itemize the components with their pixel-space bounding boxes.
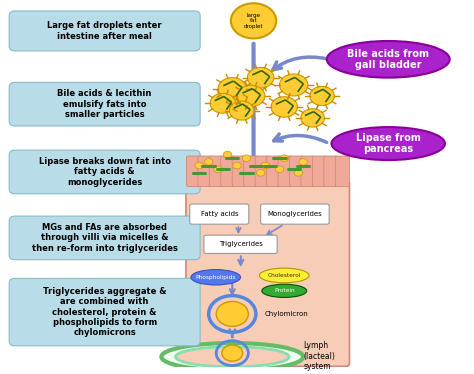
FancyBboxPatch shape bbox=[335, 156, 349, 186]
Text: Protein: Protein bbox=[274, 288, 294, 293]
Circle shape bbox=[223, 151, 232, 158]
FancyBboxPatch shape bbox=[221, 156, 235, 186]
FancyBboxPatch shape bbox=[255, 156, 269, 186]
Text: Large fat droplets enter
intestine after meal: Large fat droplets enter intestine after… bbox=[47, 21, 162, 41]
Circle shape bbox=[195, 162, 203, 169]
FancyBboxPatch shape bbox=[190, 204, 249, 224]
Circle shape bbox=[271, 96, 298, 117]
Circle shape bbox=[242, 155, 251, 162]
FancyBboxPatch shape bbox=[186, 181, 349, 366]
Circle shape bbox=[237, 85, 265, 107]
Circle shape bbox=[222, 345, 243, 361]
Ellipse shape bbox=[327, 41, 450, 78]
FancyBboxPatch shape bbox=[232, 156, 246, 186]
Circle shape bbox=[256, 169, 265, 176]
Ellipse shape bbox=[331, 127, 445, 160]
Circle shape bbox=[275, 166, 284, 172]
FancyBboxPatch shape bbox=[266, 156, 281, 186]
Circle shape bbox=[247, 67, 274, 88]
FancyBboxPatch shape bbox=[9, 216, 200, 260]
Circle shape bbox=[204, 159, 213, 165]
Circle shape bbox=[231, 3, 276, 39]
Text: Lymph
(lacteal)
system: Lymph (lacteal) system bbox=[303, 341, 335, 371]
FancyBboxPatch shape bbox=[186, 156, 201, 186]
Circle shape bbox=[310, 86, 334, 105]
Circle shape bbox=[214, 166, 222, 172]
FancyBboxPatch shape bbox=[261, 204, 329, 224]
Text: Bile acids from
gall bladder: Bile acids from gall bladder bbox=[347, 49, 429, 70]
FancyBboxPatch shape bbox=[290, 156, 304, 186]
FancyBboxPatch shape bbox=[312, 156, 327, 186]
Ellipse shape bbox=[191, 270, 240, 285]
FancyBboxPatch shape bbox=[9, 278, 200, 346]
Circle shape bbox=[233, 162, 241, 169]
Circle shape bbox=[280, 155, 289, 162]
Text: Cholesterol: Cholesterol bbox=[268, 273, 301, 278]
FancyBboxPatch shape bbox=[9, 82, 200, 126]
Ellipse shape bbox=[161, 343, 303, 371]
Text: Phospholipids: Phospholipids bbox=[195, 275, 236, 280]
Text: Fatty acids: Fatty acids bbox=[201, 211, 238, 217]
FancyBboxPatch shape bbox=[278, 156, 292, 186]
Ellipse shape bbox=[175, 347, 289, 367]
Text: Triglycerides aggregate &
are combined with
cholesterol, protein &
phospholipids: Triglycerides aggregate & are combined w… bbox=[43, 287, 166, 337]
Text: Monoglycerides: Monoglycerides bbox=[268, 211, 322, 217]
Ellipse shape bbox=[259, 268, 309, 283]
FancyBboxPatch shape bbox=[198, 156, 212, 186]
Circle shape bbox=[229, 101, 254, 120]
Circle shape bbox=[301, 109, 324, 127]
Text: MGs and FAs are absorbed
through villi via micelles &
then re-form into triglyce: MGs and FAs are absorbed through villi v… bbox=[32, 223, 178, 253]
Text: Triglycerides: Triglycerides bbox=[219, 241, 263, 247]
Circle shape bbox=[261, 162, 270, 169]
Circle shape bbox=[216, 301, 248, 327]
Text: Lipase from
pancreas: Lipase from pancreas bbox=[356, 133, 420, 154]
Circle shape bbox=[218, 78, 246, 99]
Circle shape bbox=[299, 159, 308, 165]
FancyBboxPatch shape bbox=[301, 156, 315, 186]
FancyBboxPatch shape bbox=[210, 156, 224, 186]
Circle shape bbox=[280, 74, 308, 96]
Text: large
fat
droplet: large fat droplet bbox=[244, 13, 263, 29]
Ellipse shape bbox=[262, 284, 307, 297]
FancyBboxPatch shape bbox=[9, 150, 200, 194]
FancyBboxPatch shape bbox=[9, 11, 200, 51]
Text: Lipase breaks down fat into
fatty acids &
monoglycerides: Lipase breaks down fat into fatty acids … bbox=[39, 157, 171, 187]
Circle shape bbox=[210, 94, 236, 113]
FancyBboxPatch shape bbox=[244, 156, 258, 186]
Text: Bile acids & lecithin
emulsify fats into
smaller particles: Bile acids & lecithin emulsify fats into… bbox=[57, 89, 152, 119]
FancyBboxPatch shape bbox=[324, 156, 338, 186]
FancyBboxPatch shape bbox=[204, 235, 277, 254]
Circle shape bbox=[294, 169, 303, 176]
Text: Chylomicron: Chylomicron bbox=[264, 311, 308, 317]
